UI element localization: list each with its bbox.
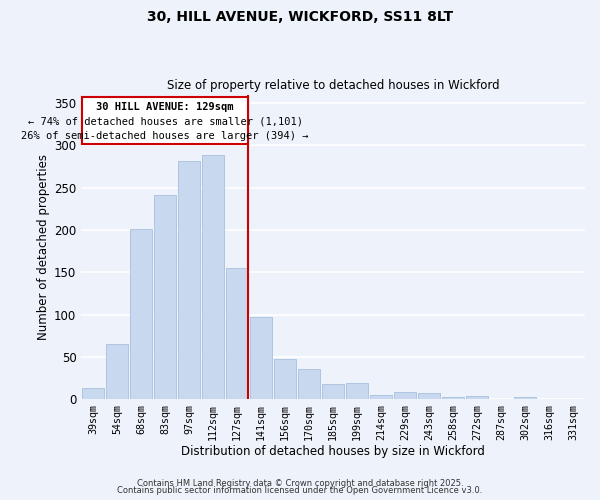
X-axis label: Distribution of detached houses by size in Wickford: Distribution of detached houses by size … <box>181 444 485 458</box>
FancyBboxPatch shape <box>82 97 248 144</box>
Bar <box>202 154 224 400</box>
Bar <box>298 369 320 400</box>
Text: Contains public sector information licensed under the Open Government Licence v3: Contains public sector information licen… <box>118 486 482 495</box>
Bar <box>442 397 464 400</box>
Bar <box>322 384 344 400</box>
Bar <box>394 392 416 400</box>
Bar <box>154 194 176 400</box>
Bar <box>466 396 488 400</box>
Bar <box>226 268 248 400</box>
Text: Contains HM Land Registry data © Crown copyright and database right 2025.: Contains HM Land Registry data © Crown c… <box>137 478 463 488</box>
Bar <box>178 162 200 400</box>
Bar <box>106 344 128 400</box>
Bar <box>274 359 296 400</box>
Text: 30, HILL AVENUE, WICKFORD, SS11 8LT: 30, HILL AVENUE, WICKFORD, SS11 8LT <box>147 10 453 24</box>
Text: ← 74% of detached houses are smaller (1,101): ← 74% of detached houses are smaller (1,… <box>28 116 303 126</box>
Bar <box>250 318 272 400</box>
Bar <box>82 388 104 400</box>
Bar <box>370 395 392 400</box>
Y-axis label: Number of detached properties: Number of detached properties <box>37 154 50 340</box>
Bar <box>346 382 368 400</box>
Bar <box>418 392 440 400</box>
Bar <box>514 397 536 400</box>
Text: 26% of semi-detached houses are larger (394) →: 26% of semi-detached houses are larger (… <box>22 131 309 141</box>
Title: Size of property relative to detached houses in Wickford: Size of property relative to detached ho… <box>167 79 499 92</box>
Bar <box>130 229 152 400</box>
Text: 30 HILL AVENUE: 129sqm: 30 HILL AVENUE: 129sqm <box>97 102 234 112</box>
